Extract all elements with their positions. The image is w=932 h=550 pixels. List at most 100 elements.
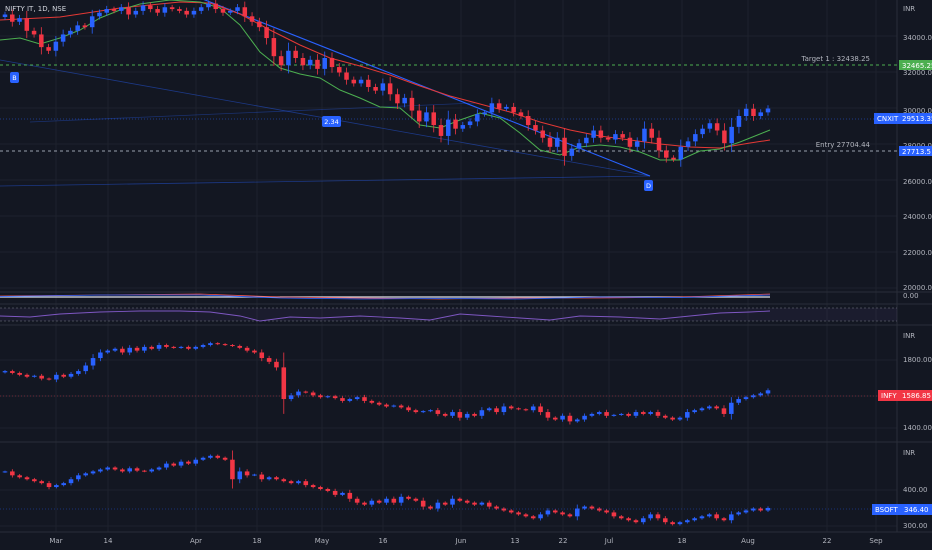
candle[interactable]: [552, 510, 558, 513]
candle[interactable]: [228, 10, 233, 13]
candle[interactable]: [540, 130, 545, 138]
candle[interactable]: [460, 125, 466, 129]
candle[interactable]: [508, 510, 514, 513]
candle[interactable]: [208, 343, 213, 346]
candle[interactable]: [569, 148, 575, 156]
candle[interactable]: [736, 399, 741, 403]
candle[interactable]: [620, 134, 625, 138]
candle[interactable]: [482, 112, 487, 115]
candle[interactable]: [178, 461, 184, 466]
candle[interactable]: [134, 347, 140, 351]
candle[interactable]: [567, 514, 573, 517]
candle[interactable]: [692, 410, 697, 413]
candle[interactable]: [743, 108, 749, 116]
candle[interactable]: [655, 514, 661, 519]
candle[interactable]: [523, 409, 529, 411]
candle[interactable]: [24, 18, 30, 31]
candle[interactable]: [46, 483, 52, 488]
candle[interactable]: [376, 402, 382, 405]
marker-d[interactable]: D: [644, 180, 653, 191]
candle[interactable]: [230, 459, 235, 480]
candle[interactable]: [641, 412, 646, 414]
candle[interactable]: [453, 119, 458, 129]
candle[interactable]: [596, 412, 602, 414]
candle[interactable]: [213, 3, 218, 10]
candle[interactable]: [501, 406, 507, 413]
candle[interactable]: [714, 123, 720, 131]
candle[interactable]: [538, 514, 543, 519]
candle[interactable]: [501, 508, 507, 511]
candle[interactable]: [200, 345, 206, 347]
candle[interactable]: [264, 27, 269, 39]
candle[interactable]: [351, 79, 357, 84]
marker-b[interactable]: B: [10, 72, 19, 83]
candle[interactable]: [391, 405, 397, 407]
candle[interactable]: [618, 413, 624, 415]
price-axis-macd[interactable]: 0.00: [903, 292, 919, 300]
candle[interactable]: [552, 417, 558, 420]
candle[interactable]: [722, 130, 727, 144]
candle[interactable]: [560, 415, 565, 420]
candle[interactable]: [442, 502, 448, 505]
candle[interactable]: [237, 345, 243, 348]
candle[interactable]: [2, 371, 8, 373]
candle[interactable]: [693, 134, 698, 142]
candle[interactable]: [523, 514, 529, 517]
candle[interactable]: [296, 481, 301, 484]
candle[interactable]: [406, 407, 411, 411]
candle[interactable]: [446, 119, 451, 136]
candle[interactable]: [307, 59, 313, 66]
candle[interactable]: [398, 496, 404, 503]
candle[interactable]: [68, 30, 73, 35]
symbol-title[interactable]: NIFTY IT, 1D, NSE: [5, 5, 66, 13]
candle[interactable]: [428, 506, 433, 509]
candle[interactable]: [83, 365, 88, 372]
candle[interactable]: [119, 7, 124, 11]
candle[interactable]: [54, 485, 59, 488]
candle[interactable]: [758, 112, 763, 116]
candle[interactable]: [486, 408, 492, 411]
candle[interactable]: [296, 391, 301, 396]
candle[interactable]: [605, 137, 611, 140]
candle[interactable]: [215, 343, 221, 345]
candle[interactable]: [736, 116, 742, 127]
candle[interactable]: [591, 130, 596, 138]
candle[interactable]: [516, 408, 521, 410]
trendline-mid[interactable]: [29, 102, 476, 123]
candle[interactable]: [751, 108, 756, 116]
candle[interactable]: [90, 471, 96, 474]
candle[interactable]: [545, 510, 551, 515]
candle[interactable]: [347, 399, 353, 401]
candle[interactable]: [376, 500, 382, 503]
candle[interactable]: [76, 371, 81, 374]
candle[interactable]: [222, 457, 228, 460]
candle[interactable]: [584, 137, 589, 144]
candle[interactable]: [598, 130, 604, 138]
candle[interactable]: [274, 361, 279, 368]
candle[interactable]: [677, 522, 683, 525]
candle[interactable]: [332, 396, 338, 399]
candle[interactable]: [17, 372, 22, 375]
candle[interactable]: [699, 408, 705, 411]
candle[interactable]: [670, 522, 675, 525]
candle[interactable]: [340, 398, 345, 401]
candle[interactable]: [156, 345, 162, 349]
candle[interactable]: [641, 518, 646, 523]
candle[interactable]: [633, 412, 639, 416]
candle[interactable]: [120, 469, 125, 472]
candle[interactable]: [2, 471, 8, 473]
candle[interactable]: [104, 9, 109, 13]
candle[interactable]: [765, 108, 771, 113]
candle[interactable]: [707, 514, 712, 517]
marker-2-34[interactable]: 2.34: [322, 116, 341, 127]
moving-average-red[interactable]: [0, 1, 771, 149]
candle[interactable]: [457, 498, 463, 501]
bsoft-candles[interactable]: [2, 450, 771, 526]
candle[interactable]: [149, 346, 155, 349]
candle[interactable]: [479, 410, 485, 416]
candle[interactable]: [611, 512, 617, 517]
price-axis-main[interactable]: INR 34000.00 32000.00 30000.00 28000.00 …: [874, 5, 932, 292]
candle[interactable]: [627, 137, 633, 147]
price-axis-bsoft[interactable]: INR 400.00 300.00 BSOFT 346.40: [872, 449, 932, 530]
candle[interactable]: [618, 516, 624, 519]
